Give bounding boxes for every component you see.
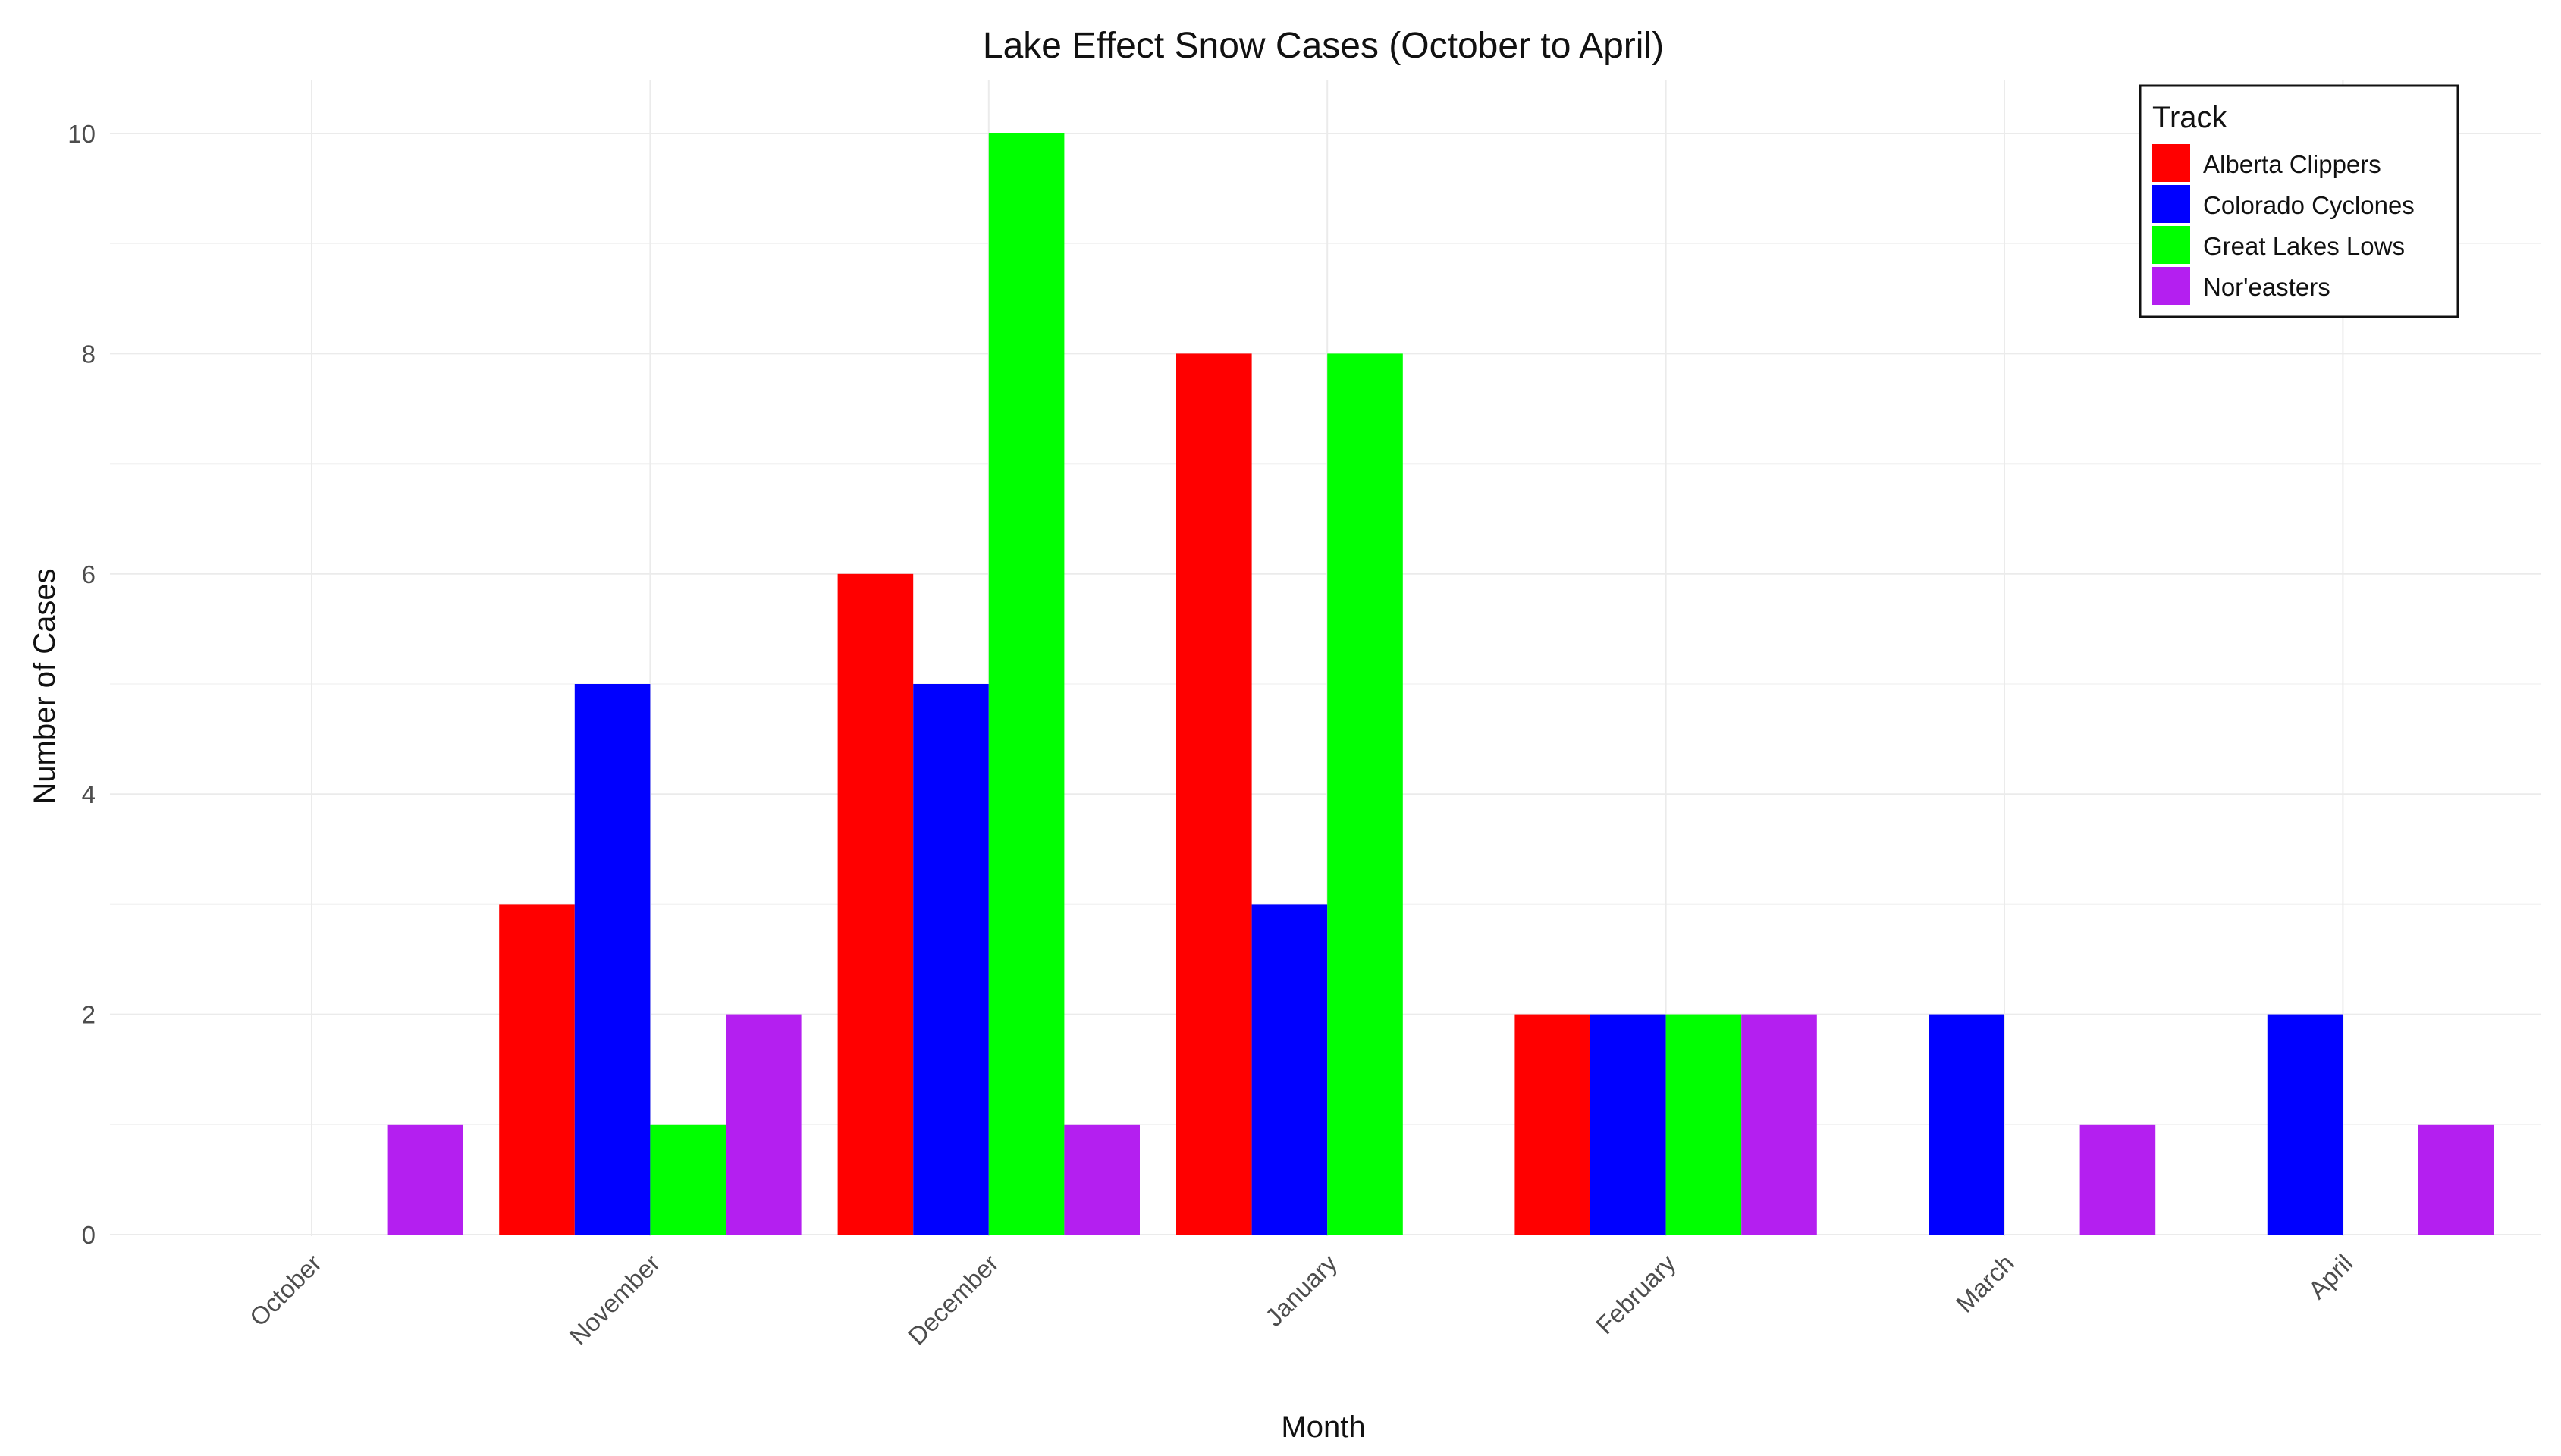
bar-great-lakes-lows-december <box>988 133 1065 1235</box>
y-tick-label: 8 <box>82 340 96 368</box>
y-tick-label: 10 <box>67 120 96 148</box>
bar-nor-easters-february <box>1741 1014 1817 1235</box>
bar-colorado-cyclones-january <box>1251 904 1328 1235</box>
bar-alberta-clippers-january <box>1176 353 1252 1235</box>
bar-nor-easters-april <box>2418 1124 2494 1235</box>
bar-great-lakes-lows-february <box>1665 1014 1742 1235</box>
bar-nor-easters-november <box>726 1014 802 1235</box>
legend-swatch <box>2152 185 2190 223</box>
y-tick-label: 4 <box>82 780 96 808</box>
bar-colorado-cyclones-november <box>574 684 651 1235</box>
legend-label: Nor'easters <box>2203 273 2330 301</box>
bar-alberta-clippers-november <box>499 904 575 1235</box>
y-tick-label: 6 <box>82 560 96 588</box>
legend-box <box>2139 84 2459 318</box>
y-tick-label: 2 <box>82 1001 96 1029</box>
legend-swatch <box>2152 226 2190 264</box>
bar-great-lakes-lows-november <box>650 1124 726 1235</box>
x-axis-title: Month <box>1281 1410 1365 1444</box>
bar-colorado-cyclones-march <box>1929 1014 2004 1235</box>
legend-title: Track <box>2152 101 2228 134</box>
y-tick-label: 0 <box>82 1221 96 1249</box>
legend-label: Colorado Cyclones <box>2203 191 2415 219</box>
bar-colorado-cyclones-april <box>2267 1014 2343 1235</box>
legend-label: Alberta Clippers <box>2203 150 2381 178</box>
bar-alberta-clippers-february <box>1514 1014 1590 1235</box>
bar-nor-easters-december <box>1064 1124 1140 1235</box>
legend-items: Alberta Clippers Colorado Cyclones Great L… <box>2152 144 2415 305</box>
bar-alberta-clippers-december <box>837 573 914 1235</box>
bar-nor-easters-october <box>387 1124 463 1235</box>
chart-title: Lake Effect Snow Cases (October to April… <box>983 26 1664 66</box>
bar-nor-easters-march <box>2079 1124 2156 1235</box>
bars <box>387 133 2494 1235</box>
bar-great-lakes-lows-january <box>1327 353 1403 1235</box>
legend-swatch <box>2152 267 2190 305</box>
legend: Track Alberta Clippers Colorado Cyclones G… <box>2139 84 2459 318</box>
legend-swatch <box>2152 144 2190 182</box>
bar-colorado-cyclones-december <box>913 684 989 1235</box>
bar-colorado-cyclones-february <box>1590 1014 1666 1235</box>
y-axis-title: Number of Cases <box>28 568 61 804</box>
legend-label: Great Lakes Lows <box>2203 232 2405 260</box>
